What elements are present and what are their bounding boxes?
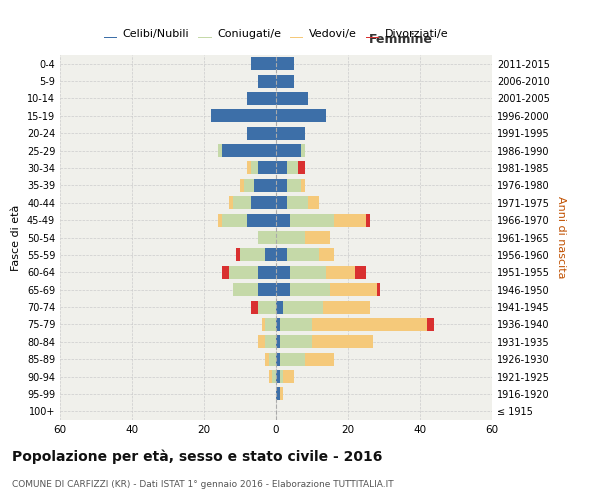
Bar: [269, 370, 272, 383]
Bar: [287, 162, 298, 174]
Bar: [265, 336, 276, 348]
Bar: [229, 266, 258, 279]
Bar: [276, 248, 287, 262]
Bar: [276, 231, 305, 244]
Bar: [280, 352, 305, 366]
Bar: [240, 179, 244, 192]
Bar: [276, 74, 294, 88]
Text: Femmine: Femmine: [369, 33, 433, 46]
Bar: [222, 214, 247, 226]
Bar: [290, 283, 330, 296]
Bar: [247, 214, 276, 226]
Bar: [298, 162, 305, 174]
Bar: [287, 179, 301, 192]
Bar: [247, 92, 276, 105]
Bar: [258, 74, 276, 88]
Bar: [251, 196, 276, 209]
Legend: Celibi/Nubili, Coniugati/e, Vedovi/e, Divorziati/e: Celibi/Nubili, Coniugati/e, Vedovi/e, Di…: [100, 24, 452, 44]
Bar: [233, 283, 258, 296]
Bar: [276, 318, 280, 331]
Bar: [287, 196, 308, 209]
Bar: [377, 283, 380, 296]
Y-axis label: Fasce di età: Fasce di età: [11, 204, 21, 270]
Text: COMUNE DI CARFIZZI (KR) - Dati ISTAT 1° gennaio 2016 - Elaborazione TUTTITALIA.I: COMUNE DI CARFIZZI (KR) - Dati ISTAT 1° …: [12, 480, 394, 489]
Bar: [251, 57, 276, 70]
Bar: [301, 144, 305, 157]
Bar: [334, 214, 366, 226]
Bar: [258, 300, 276, 314]
Bar: [283, 300, 323, 314]
Bar: [290, 266, 326, 279]
Bar: [276, 336, 280, 348]
Bar: [280, 370, 283, 383]
Bar: [355, 266, 366, 279]
Bar: [276, 110, 326, 122]
Bar: [233, 196, 251, 209]
Bar: [247, 162, 251, 174]
Bar: [211, 110, 276, 122]
Bar: [312, 336, 373, 348]
Bar: [287, 248, 319, 262]
Bar: [265, 318, 276, 331]
Bar: [276, 162, 287, 174]
Bar: [251, 162, 258, 174]
Bar: [265, 248, 276, 262]
Bar: [301, 179, 305, 192]
Bar: [258, 162, 276, 174]
Bar: [258, 336, 265, 348]
Bar: [276, 388, 280, 400]
Bar: [258, 266, 276, 279]
Bar: [427, 318, 434, 331]
Bar: [280, 336, 312, 348]
Bar: [276, 57, 294, 70]
Bar: [305, 352, 334, 366]
Bar: [276, 283, 290, 296]
Bar: [240, 248, 265, 262]
Bar: [276, 144, 301, 157]
Text: Popolazione per età, sesso e stato civile - 2016: Popolazione per età, sesso e stato civil…: [12, 450, 382, 464]
Bar: [330, 283, 377, 296]
Bar: [305, 231, 330, 244]
Bar: [323, 300, 370, 314]
Bar: [229, 196, 233, 209]
Bar: [251, 300, 258, 314]
Bar: [276, 214, 290, 226]
Bar: [247, 126, 276, 140]
Bar: [236, 248, 240, 262]
Bar: [258, 231, 276, 244]
Bar: [280, 318, 312, 331]
Bar: [254, 179, 276, 192]
Bar: [366, 214, 370, 226]
Bar: [222, 144, 276, 157]
Bar: [276, 352, 280, 366]
Bar: [308, 196, 319, 209]
Bar: [312, 318, 427, 331]
Bar: [218, 144, 222, 157]
Bar: [276, 126, 305, 140]
Bar: [276, 300, 283, 314]
Bar: [272, 370, 276, 383]
Bar: [290, 214, 334, 226]
Y-axis label: Anni di nascita: Anni di nascita: [556, 196, 566, 279]
Bar: [222, 266, 229, 279]
Bar: [319, 248, 334, 262]
Bar: [262, 318, 265, 331]
Bar: [276, 370, 280, 383]
Bar: [244, 179, 254, 192]
Bar: [265, 352, 269, 366]
Bar: [280, 388, 283, 400]
Bar: [276, 196, 287, 209]
Bar: [258, 283, 276, 296]
Bar: [276, 266, 290, 279]
Bar: [283, 370, 294, 383]
Bar: [276, 92, 308, 105]
Bar: [269, 352, 276, 366]
Bar: [218, 214, 222, 226]
Bar: [326, 266, 355, 279]
Bar: [276, 179, 287, 192]
